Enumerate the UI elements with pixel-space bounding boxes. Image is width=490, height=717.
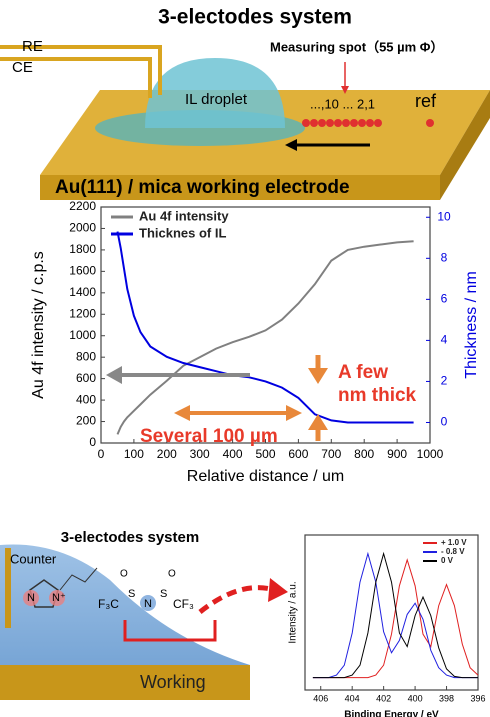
annotation: Several 100 µm xyxy=(140,426,278,447)
legend-label: 0 V xyxy=(441,556,454,565)
anion-o: O xyxy=(120,569,128,580)
x-tick-label: 1000 xyxy=(417,447,444,461)
bottom-title: 3-electodes system xyxy=(61,529,199,546)
x-tick-label: 0 xyxy=(98,447,105,461)
x-tick-label: 500 xyxy=(255,447,275,461)
y2-axis-label: Thickness / nm xyxy=(463,271,480,379)
dashed-arrow-head xyxy=(268,578,288,602)
y-axis-label: Intensity / a.u. xyxy=(288,581,299,643)
working-label: Working xyxy=(140,672,206,692)
arrow-head xyxy=(308,414,328,430)
legend-label: + 1.0 V xyxy=(441,538,467,547)
spots-label: ...,10 ... 2,1 xyxy=(310,96,375,111)
y-tick-label: 0 xyxy=(89,435,96,449)
x-tick-label: 700 xyxy=(321,447,341,461)
arrow-head xyxy=(308,368,328,384)
anion-s: S xyxy=(160,588,167,600)
title: 3-electodes system xyxy=(158,6,352,29)
series-line xyxy=(313,554,478,678)
x-tick-label: 402 xyxy=(376,693,391,703)
y2-tick-label: 4 xyxy=(441,333,448,347)
x-axis-label: Binding Energy / eV xyxy=(344,710,439,717)
y-tick-label: 200 xyxy=(76,414,96,428)
y-tick-label: 1400 xyxy=(69,285,96,299)
re-label: RE xyxy=(22,38,43,55)
x-tick-label: 400 xyxy=(408,693,423,703)
x-tick-label: 398 xyxy=(439,693,454,703)
anion-cf3-left: F₃C xyxy=(98,597,119,611)
y-tick-label: 1200 xyxy=(69,306,96,320)
annotation: A few nm thick xyxy=(338,362,417,406)
legend-label: Thicknes of IL xyxy=(139,225,226,240)
y2-tick-label: 6 xyxy=(441,292,448,306)
cation-n: N xyxy=(27,592,35,604)
ce-label: CE xyxy=(12,59,33,76)
droplet-label: IL droplet xyxy=(185,91,248,108)
dashed-arrow xyxy=(200,588,275,612)
series-line xyxy=(313,560,478,678)
x-tick-label: 100 xyxy=(124,447,144,461)
electrode-label: Au(111) / mica working electrode xyxy=(55,177,350,198)
y-tick-label: 1800 xyxy=(69,242,96,256)
x-tick-label: 404 xyxy=(345,693,360,703)
x-tick-label: 400 xyxy=(223,447,243,461)
y-tick-label: 800 xyxy=(76,349,96,363)
x-tick-label: 200 xyxy=(157,447,177,461)
arrow-head xyxy=(106,366,122,384)
x-tick-label: 600 xyxy=(288,447,308,461)
x-tick-label: 406 xyxy=(313,693,328,703)
anion-n: N xyxy=(144,598,152,610)
working-electrode xyxy=(0,665,250,700)
y-tick-label: 400 xyxy=(76,392,96,406)
x-axis-label: Relative distance / um xyxy=(187,468,344,485)
arrow-head xyxy=(286,405,302,421)
anion-s: S xyxy=(128,588,135,600)
spot-label: Measuring spot（55 µm Φ） xyxy=(270,39,443,54)
ref-label: ref xyxy=(415,91,437,111)
x-tick-label: 900 xyxy=(387,447,407,461)
x-tick-label: 396 xyxy=(470,693,485,703)
anion-cf3-right: CF₃ xyxy=(173,597,194,611)
figure: 3-electodes system RE CE Measuring spot（… xyxy=(0,0,490,717)
y2-tick-label: 10 xyxy=(437,209,451,223)
y2-tick-label: 8 xyxy=(441,250,448,264)
legend-label: - 0.8 V xyxy=(441,547,465,556)
y-tick-label: 600 xyxy=(76,371,96,385)
anion-o: O xyxy=(168,569,176,580)
series-line xyxy=(313,554,478,678)
bottom-diagram: 3-electodes system Counter Working N N⁺ … xyxy=(0,529,288,700)
x-tick-label: 300 xyxy=(190,447,210,461)
y-tick-label: 1000 xyxy=(69,328,96,342)
y2-tick-label: 0 xyxy=(441,415,448,429)
top-diagram: 3-electodes system RE CE Measuring spot（… xyxy=(0,6,490,200)
cation-n-plus: N⁺ xyxy=(52,592,66,604)
x-tick-label: 800 xyxy=(354,447,374,461)
plot-frame xyxy=(101,207,430,443)
arrow-head xyxy=(174,405,190,421)
y-axis-label: Au 4f intensity / c.p.s xyxy=(30,251,47,399)
y-tick-label: 2200 xyxy=(69,199,96,213)
y2-tick-label: 2 xyxy=(441,374,448,388)
y-tick-label: 2000 xyxy=(69,221,96,235)
y-tick-label: 1600 xyxy=(69,264,96,278)
legend-label: Au 4f intensity xyxy=(139,208,229,223)
counter-label: Counter xyxy=(10,551,57,566)
